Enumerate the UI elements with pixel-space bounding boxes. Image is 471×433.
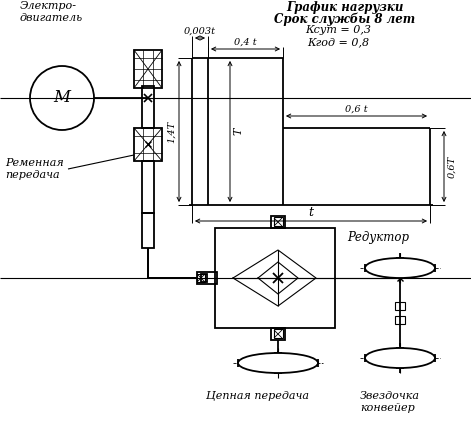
Ellipse shape — [238, 353, 318, 373]
Text: 0,6T: 0,6T — [447, 155, 456, 178]
Text: Ксут = 0,3: Ксут = 0,3 — [305, 25, 371, 35]
Text: Кгод = 0,8: Кгод = 0,8 — [307, 37, 369, 47]
Bar — [274, 329, 283, 338]
Text: График нагрузки: График нагрузки — [286, 1, 404, 14]
Text: 0,4 t: 0,4 t — [234, 38, 257, 47]
Text: М: М — [54, 88, 71, 106]
Text: T: T — [233, 128, 243, 135]
Text: Ременная
передача: Ременная передача — [5, 158, 64, 180]
Bar — [142, 86, 154, 128]
Bar — [274, 217, 283, 226]
Bar — [197, 272, 217, 284]
Bar — [215, 228, 335, 328]
Bar — [201, 274, 207, 282]
Text: t: t — [309, 206, 314, 219]
Text: Редуктор: Редуктор — [347, 232, 409, 245]
Text: Срок службы 8 лет: Срок службы 8 лет — [275, 13, 415, 26]
Bar — [271, 328, 285, 340]
Text: Цепная передача: Цепная передача — [206, 391, 309, 401]
Text: 0,6 t: 0,6 t — [345, 105, 368, 114]
Bar — [197, 274, 205, 282]
Text: 1,4T: 1,4T — [167, 120, 176, 142]
Bar — [395, 316, 405, 324]
Bar — [134, 50, 162, 88]
Bar — [142, 161, 154, 213]
Text: Электро-
двигатель: Электро- двигатель — [20, 1, 83, 23]
Bar — [271, 216, 285, 228]
Ellipse shape — [365, 348, 435, 368]
Bar — [395, 302, 405, 310]
Ellipse shape — [365, 258, 435, 278]
Text: Звездочка
конвейер: Звездочка конвейер — [360, 391, 420, 413]
Text: 0,003t: 0,003t — [184, 27, 216, 36]
Bar — [142, 213, 154, 248]
Bar — [134, 128, 162, 161]
